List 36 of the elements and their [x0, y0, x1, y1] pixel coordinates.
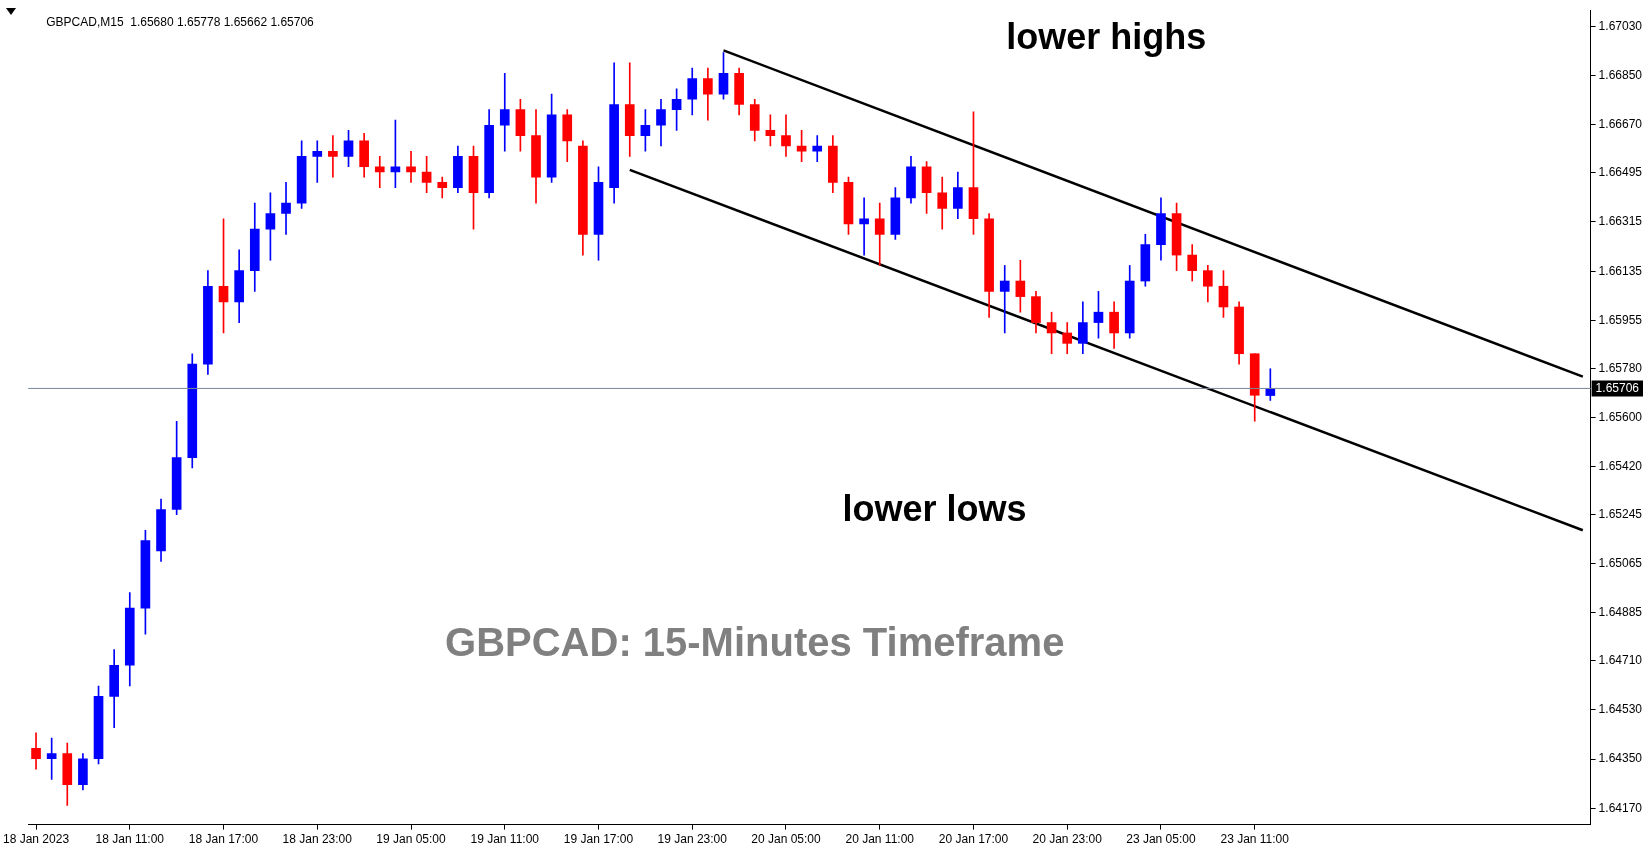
y-tick-label: 1.65955	[1598, 312, 1643, 327]
x-tick-label: 19 Jan 17:00	[563, 832, 634, 847]
x-tick-label: 20 Jan 23:00	[1032, 832, 1103, 847]
chart-subtitle: GBPCAD,M15 1.65680 1.65778 1.65662 1.65706	[46, 14, 315, 29]
x-tick-label: 18 Jan 11:00	[95, 832, 165, 847]
x-tick-label: 18 Jan 17:00	[188, 832, 259, 847]
y-tick-label: 1.66495	[1598, 165, 1643, 180]
y-tick-label: 1.66670	[1598, 117, 1643, 132]
y-tick-label: 1.67030	[1598, 18, 1643, 33]
annotation: lower highs	[1006, 15, 1207, 57]
y-tick-label: 1.64710	[1598, 652, 1643, 667]
x-tick-label: 23 Jan 11:00	[1220, 832, 1290, 847]
annotation: lower lows	[842, 487, 1027, 529]
y-tick-label: 1.65600	[1598, 409, 1643, 424]
y-tick-label: 1.64530	[1598, 702, 1643, 717]
y-tick-label: 1.65065	[1598, 555, 1643, 570]
x-tick-label: 23 Jan 05:00	[1126, 832, 1196, 847]
x-tick-label: 19 Jan 23:00	[657, 832, 728, 847]
y-tick-label: 1.65780	[1598, 360, 1643, 375]
y-tick-label: 1.64885	[1598, 605, 1643, 620]
x-tick-label: 19 Jan 05:00	[376, 832, 447, 847]
x-tick-label: 20 Jan 17:00	[938, 832, 1009, 847]
x-tick-label: 19 Jan 11:00	[470, 832, 540, 847]
y-tick-label: 1.65245	[1598, 506, 1643, 521]
ref-line-label: 1.65706	[1595, 380, 1640, 395]
text: GBPCAD: 15-Minutes Timeframe	[445, 620, 1065, 665]
y-tick-label: 1.64170	[1598, 800, 1643, 815]
x-tick-label: 18 Jan 2023	[3, 832, 70, 847]
y-tick-label: 1.66135	[1598, 263, 1643, 278]
y-tick-label: 1.66315	[1598, 214, 1643, 229]
y-tick-label: 1.64350	[1598, 751, 1643, 766]
x-tick-label: 18 Jan 23:00	[282, 832, 353, 847]
x-tick-label: 20 Jan 11:00	[845, 832, 915, 847]
y-tick-label: 1.65420	[1598, 458, 1643, 473]
y-tick-label: 1.66850	[1598, 68, 1643, 83]
x-tick-label: 20 Jan 05:00	[751, 832, 821, 847]
